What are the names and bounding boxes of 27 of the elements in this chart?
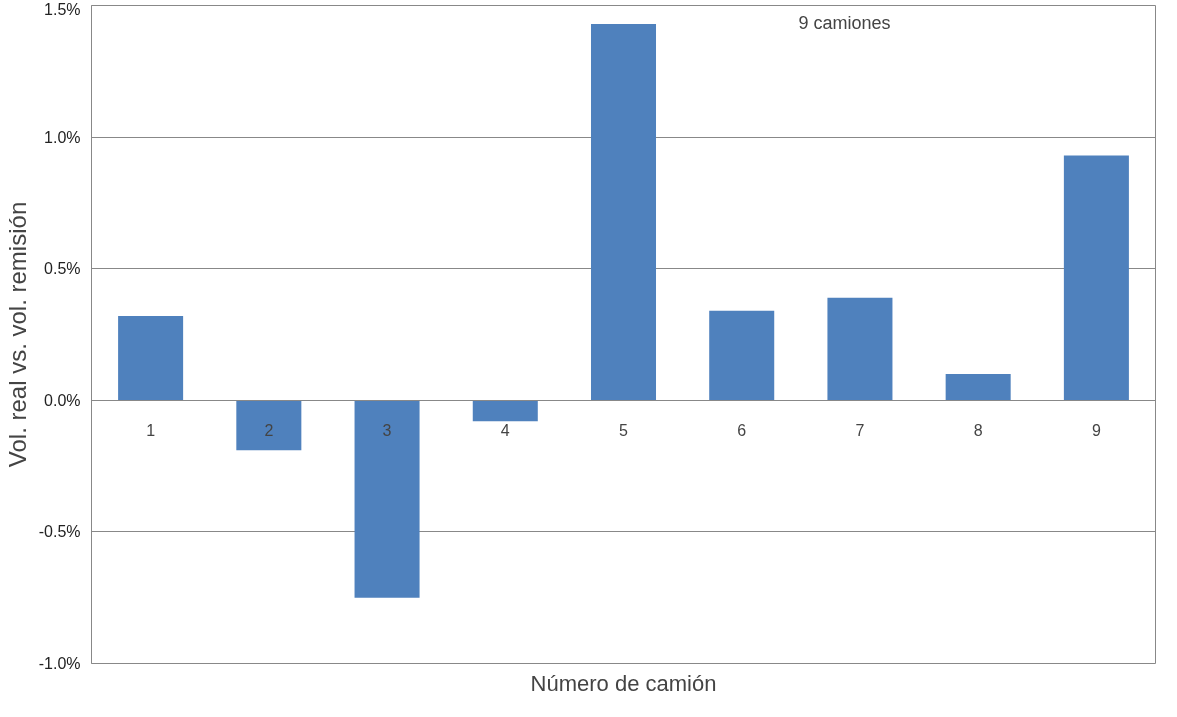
bar xyxy=(1063,155,1129,401)
x-tick-label: 7 xyxy=(855,422,865,440)
y-tick-label: 0.0% xyxy=(44,391,81,409)
bar xyxy=(590,23,657,401)
x-tick-label: 8 xyxy=(973,422,983,440)
x-tick-label: 9 xyxy=(1091,422,1101,440)
x-tick-label: 5 xyxy=(619,422,629,440)
bar xyxy=(827,297,893,401)
x-axis-title: Número de camión xyxy=(530,670,717,696)
bar xyxy=(709,310,775,401)
x-tick-label: 6 xyxy=(737,422,747,440)
x-tick-label: 3 xyxy=(382,422,392,440)
y-axis-title: Vol. real vs. vol. remisión xyxy=(3,201,31,468)
y-tick-label: -1.0% xyxy=(38,655,81,672)
bar xyxy=(118,316,184,401)
y-tick-label: 1.5% xyxy=(44,0,81,18)
x-tick-label: 1 xyxy=(146,422,156,440)
y-tick-label: -0.5% xyxy=(38,523,81,541)
bar xyxy=(472,400,538,422)
bar xyxy=(945,373,1011,401)
bar xyxy=(354,400,420,598)
x-tick-label: 2 xyxy=(264,422,274,440)
y-tick-label: 1.0% xyxy=(44,128,81,146)
y-tick-label: 0.5% xyxy=(44,260,81,278)
x-tick-label: 4 xyxy=(500,422,510,440)
annotation: 9 camiones xyxy=(798,13,891,34)
bar xyxy=(236,400,302,451)
